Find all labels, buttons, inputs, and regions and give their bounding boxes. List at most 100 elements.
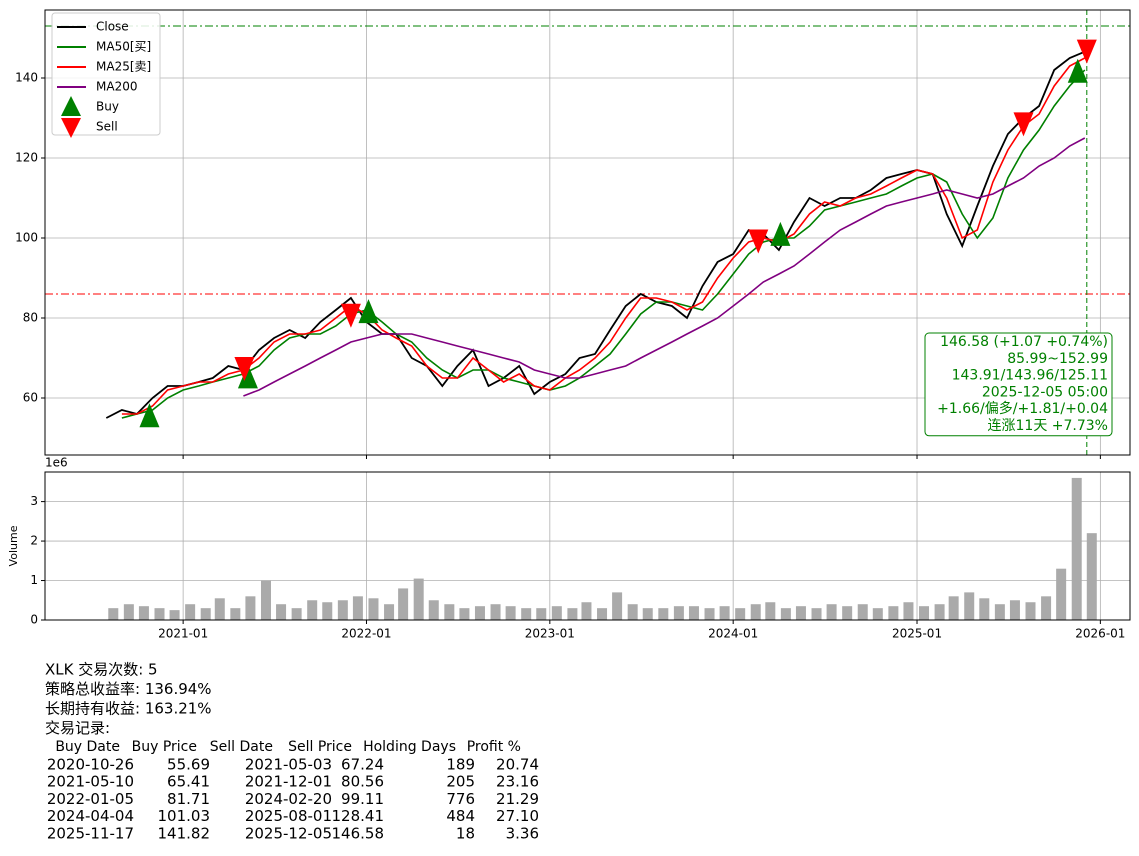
volume-bar xyxy=(154,608,165,620)
series-line xyxy=(121,69,1086,419)
volume-bar xyxy=(1041,596,1052,620)
volume-bar xyxy=(964,592,975,620)
volume-bar xyxy=(352,596,363,620)
volume-bar xyxy=(826,604,837,620)
volume-bar xyxy=(521,608,532,620)
table-header: Holding Days xyxy=(363,739,456,755)
legend-label: MA25[卖] xyxy=(96,60,151,74)
x-tick-label: 2022-01 xyxy=(341,627,391,641)
trade-marker xyxy=(1067,58,1088,83)
volume-bar xyxy=(474,606,485,620)
trade-marker xyxy=(1076,39,1097,64)
trade-marker xyxy=(237,364,258,389)
volume-bar xyxy=(994,604,1005,620)
table-cell: 80.56 xyxy=(341,773,384,791)
table-cell: 2021-05-03 xyxy=(245,756,332,774)
volume-bar xyxy=(551,606,562,620)
volume-bar xyxy=(857,604,868,620)
volume-bar xyxy=(169,610,180,620)
x-tick-label: 2025-01 xyxy=(892,627,942,641)
plot-frame xyxy=(44,9,1131,456)
legend-label: MA200 xyxy=(96,80,137,94)
volume-bar xyxy=(368,598,379,620)
table-cell: 128.41 xyxy=(332,807,385,825)
volume-bar xyxy=(384,604,395,620)
table-header: Profit % xyxy=(467,739,521,755)
trade-marker xyxy=(139,403,160,428)
table-cell: 2025-08-01 xyxy=(245,807,332,825)
trade-marker xyxy=(234,357,255,382)
volume-bar xyxy=(276,604,287,620)
volume-bar xyxy=(200,608,211,620)
table-cell: 101.03 xyxy=(158,807,211,825)
volume-bar xyxy=(765,602,776,620)
table-cell: 18 xyxy=(456,824,475,842)
volume-bar xyxy=(245,596,256,620)
volume-bar xyxy=(444,604,455,620)
volume-bar xyxy=(735,608,746,620)
axis-offset: 1e6 xyxy=(45,456,68,470)
legend-swatch xyxy=(61,96,81,116)
volume-bar xyxy=(780,608,791,620)
volume-bar xyxy=(413,578,424,620)
table-cell: 2022-01-05 xyxy=(47,790,134,808)
table-cell: 2025-11-17 xyxy=(47,824,134,842)
table-cell: 2025-12-05 xyxy=(245,824,332,842)
plot-frame xyxy=(44,471,1131,621)
table-cell: 3.36 xyxy=(506,824,539,842)
volume-bar xyxy=(888,606,899,620)
volume-bar xyxy=(658,608,669,620)
y-axis-label: Volume xyxy=(7,525,20,566)
volume-bar xyxy=(979,598,990,620)
table-cell: 2021-12-01 xyxy=(245,773,332,791)
volume-bar xyxy=(505,606,516,620)
volume-bar xyxy=(597,608,608,620)
legend-swatch xyxy=(61,118,81,138)
volume-bar xyxy=(536,608,547,620)
volume-bar xyxy=(948,596,959,620)
table-cell: 65.41 xyxy=(167,773,210,791)
table-cell: 2021-05-10 xyxy=(47,773,134,791)
table-cell: 2024-04-04 xyxy=(47,807,134,825)
y-tick-label: 3 xyxy=(30,494,38,508)
trade-marker xyxy=(748,229,769,254)
trade-marker xyxy=(340,303,361,328)
volume-bar xyxy=(108,608,119,620)
volume-bar xyxy=(688,606,699,620)
volume-bar xyxy=(919,606,930,620)
legend-label: Close xyxy=(96,20,129,34)
x-tick-label: 2026-01 xyxy=(1075,627,1125,641)
table-cell: 67.24 xyxy=(341,756,384,774)
x-tick-label: 2021-01 xyxy=(158,627,208,641)
volume-bar xyxy=(903,602,914,620)
table-cell: 81.71 xyxy=(167,790,210,808)
table-cell: 21.29 xyxy=(496,790,539,808)
volume-bar xyxy=(934,604,945,620)
table-cell: 205 xyxy=(446,773,475,791)
legend-box xyxy=(51,12,161,136)
trade-marker xyxy=(770,221,791,246)
volume-bar xyxy=(185,604,196,620)
table-cell: 2024-02-20 xyxy=(245,790,332,808)
volume-bar xyxy=(1056,568,1067,620)
volume-bar xyxy=(627,604,638,620)
volume-bar xyxy=(230,608,241,620)
report-line: XLK 交易次数: 5 xyxy=(45,661,158,679)
annotation-line: +1.66/偏多/+1.81/+0.04 xyxy=(937,400,1108,417)
volume-bar xyxy=(428,600,439,620)
table-cell: 776 xyxy=(446,790,475,808)
volume-bar xyxy=(291,608,302,620)
annotation-line: 143.91/143.96/125.11 xyxy=(952,368,1108,384)
report-line: 交易记录: xyxy=(45,719,110,737)
annotation-line: 146.58 (+1.07 +0.74%) xyxy=(940,334,1108,350)
y-tick-label: 120 xyxy=(15,151,38,165)
y-tick-label: 0 xyxy=(30,613,38,627)
annotation-line: 连涨11天 +7.73% xyxy=(988,418,1108,434)
volume-bar xyxy=(673,606,684,620)
volume-bar xyxy=(795,606,806,620)
volume-bar xyxy=(490,604,501,620)
annotation-line: 2025-12-05 05:00 xyxy=(982,384,1108,400)
y-tick-label: 80 xyxy=(23,311,38,325)
table-header: Buy Date xyxy=(55,739,120,755)
